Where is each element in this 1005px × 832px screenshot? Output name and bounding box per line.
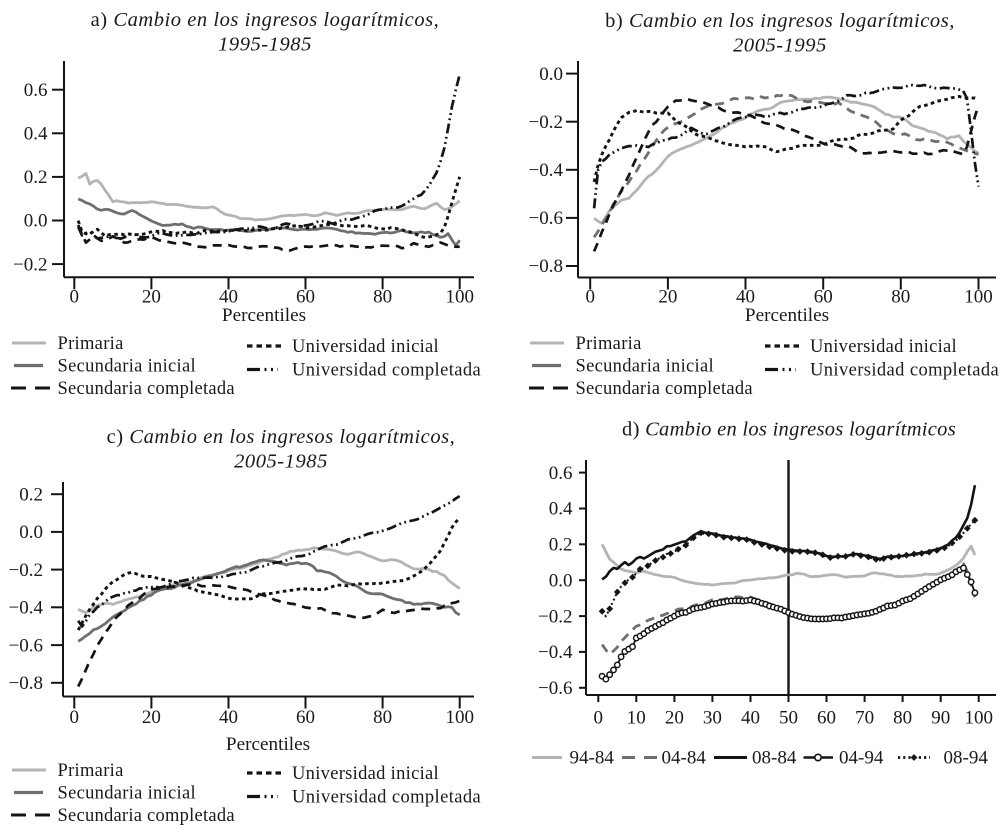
svg-text:100: 100 [445,286,474,307]
svg-text:b) Cambio en los ingresos loga: b) Cambio en los ingresos logarítmicos, [605,10,955,32]
svg-text:Secundaria completada: Secundaria completada [58,806,235,826]
svg-text:−0.2: −0.2 [13,254,47,275]
svg-text:1995-1985: 1995-1985 [218,34,312,56]
svg-text:0: 0 [585,287,595,308]
svg-text:40: 40 [741,708,760,729]
svg-text:Secundaria completada: Secundaria completada [576,379,753,399]
svg-text:40: 40 [736,287,755,308]
svg-text:0.4: 0.4 [24,124,48,145]
svg-text:80: 80 [893,708,912,729]
svg-text:Secundaria completada: Secundaria completada [58,379,235,399]
svg-text:−0.2: −0.2 [538,606,572,627]
svg-text:20: 20 [665,708,684,729]
svg-text:60: 60 [296,707,315,728]
svg-text:0.0: 0.0 [549,570,573,591]
svg-text:90: 90 [931,708,950,729]
svg-text:100: 100 [445,707,474,728]
svg-text:−0.6: −0.6 [538,678,572,699]
svg-text:Primaria: Primaria [58,761,124,781]
svg-text:0.0: 0.0 [19,522,43,543]
svg-text:0.0: 0.0 [539,64,563,85]
svg-text:c) Cambio en los ingresos loga: c) Cambio en los ingresos logarítmicos, [107,426,456,448]
svg-text:08-94: 08-94 [944,748,989,769]
svg-text:Secundaria inicial: Secundaria inicial [58,357,196,377]
svg-text:0: 0 [594,708,604,729]
svg-text:100: 100 [964,708,993,729]
svg-text:0.6: 0.6 [24,80,48,101]
svg-text:0.2: 0.2 [549,535,573,556]
svg-text:−0.8: −0.8 [529,256,563,277]
svg-text:Percentiles: Percentiles [226,734,310,755]
svg-text:−0.4: −0.4 [529,160,564,181]
svg-text:−0.2: −0.2 [529,112,563,133]
svg-text:Percentiles: Percentiles [745,305,829,326]
svg-text:−0.4: −0.4 [538,642,573,663]
svg-text:20: 20 [142,286,161,307]
svg-text:0.2: 0.2 [19,484,43,505]
svg-text:Secundaria inicial: Secundaria inicial [58,784,196,804]
svg-text:0: 0 [70,286,80,307]
svg-text:Primaria: Primaria [58,334,124,354]
svg-text:94-84: 94-84 [570,748,615,769]
svg-text:−0.6: −0.6 [9,635,43,656]
svg-text:60: 60 [814,287,833,308]
svg-text:60: 60 [296,286,315,307]
svg-text:Universidad inicial: Universidad inicial [810,337,957,357]
svg-text:Universidad completada: Universidad completada [292,361,481,381]
svg-text:30: 30 [703,708,722,729]
svg-text:Secundaria inicial: Secundaria inicial [576,357,714,377]
svg-text:20: 20 [658,287,677,308]
svg-text:40: 40 [219,707,238,728]
svg-text:Universidad completada: Universidad completada [810,361,999,381]
svg-text:08-84: 08-84 [752,748,797,769]
svg-text:04-84: 04-84 [662,748,707,769]
svg-text:60: 60 [817,708,836,729]
svg-text:Universidad completada: Universidad completada [292,788,481,808]
svg-text:Universidad inicial: Universidad inicial [292,337,439,357]
svg-text:0: 0 [70,707,80,728]
svg-text:−0.6: −0.6 [529,208,563,229]
svg-text:100: 100 [964,287,993,308]
svg-text:2005-1995: 2005-1995 [733,35,827,57]
svg-text:a) Cambio en los ingresos loga: a) Cambio en los ingresos logarítmicos, [91,9,440,31]
svg-text:Universidad inicial: Universidad inicial [292,764,439,784]
svg-text:10: 10 [627,708,646,729]
svg-text:50: 50 [779,708,798,729]
svg-text:0.0: 0.0 [24,211,48,232]
svg-text:0.4: 0.4 [549,499,573,520]
svg-text:2005-1985: 2005-1985 [234,451,328,473]
svg-text:Primaria: Primaria [576,334,642,354]
svg-text:80: 80 [891,287,910,308]
svg-text:Percentiles: Percentiles [222,305,306,326]
svg-text:04-94: 04-94 [839,748,884,769]
svg-text:80: 80 [373,707,392,728]
svg-text:20: 20 [142,707,161,728]
svg-text:0.6: 0.6 [549,463,573,484]
svg-text:−0.2: −0.2 [9,560,43,581]
svg-text:80: 80 [373,286,392,307]
svg-text:40: 40 [219,286,238,307]
svg-text:−0.4: −0.4 [9,598,44,619]
svg-text:−0.8: −0.8 [9,673,43,694]
svg-text:0.2: 0.2 [24,167,48,188]
svg-text:d) Cambio en los ingresos loga: d) Cambio en los ingresos logarítmicos [622,419,956,441]
svg-text:70: 70 [855,708,874,729]
